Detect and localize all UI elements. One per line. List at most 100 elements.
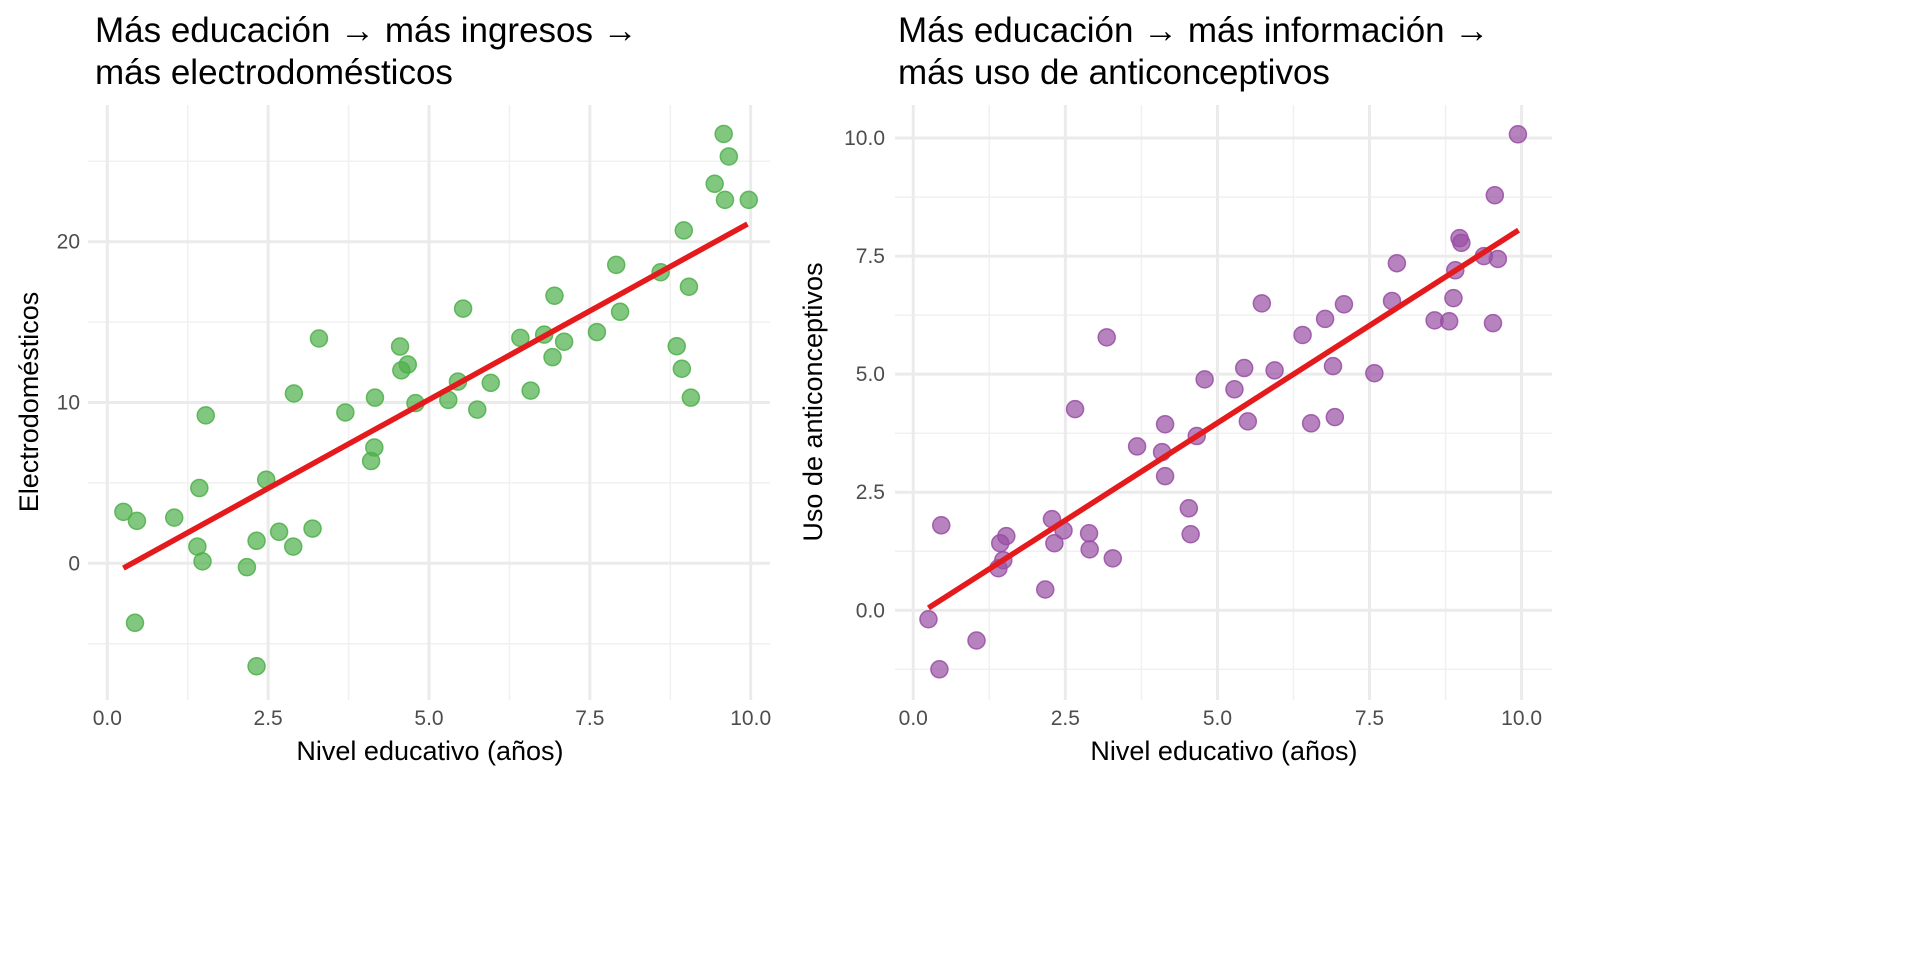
right-title-line2: más uso de anticonceptivos bbox=[898, 53, 1330, 92]
data-point bbox=[390, 337, 410, 356]
data-point bbox=[365, 438, 384, 457]
data-point bbox=[919, 610, 938, 629]
data-point bbox=[1080, 540, 1099, 559]
left-title-line1: Más educación → más ingresos → bbox=[95, 11, 638, 50]
data-point bbox=[468, 400, 487, 419]
data-point bbox=[1179, 499, 1199, 518]
data-point bbox=[521, 381, 540, 400]
x-tick-label: 7.5 bbox=[575, 707, 604, 730]
left-chart-title: Más educación → más ingresos → más elect… bbox=[95, 10, 638, 94]
x-tick-label: 5.0 bbox=[1203, 707, 1232, 730]
left-chart: 0.0 2.5 5.0 7.5 10.0 0 10 20 Nivel educativo (añ… bbox=[14, 105, 771, 766]
data-point bbox=[193, 552, 212, 571]
data-point bbox=[190, 478, 209, 498]
data-point bbox=[930, 660, 949, 679]
data-point bbox=[1265, 361, 1284, 380]
left-title-line2: más electrodomésticos bbox=[95, 53, 453, 92]
data-point bbox=[1045, 533, 1064, 553]
data-point bbox=[705, 174, 724, 194]
y-tick-label: 7.5 bbox=[856, 245, 885, 268]
data-point bbox=[247, 531, 266, 551]
data-point bbox=[554, 332, 574, 351]
data-point bbox=[303, 519, 322, 538]
data-point bbox=[1483, 313, 1503, 333]
data-point bbox=[1097, 328, 1116, 347]
y-tick-label: 0.0 bbox=[856, 599, 885, 622]
data-point bbox=[164, 508, 184, 527]
data-point bbox=[1181, 525, 1200, 544]
y-tick-label: 0 bbox=[68, 552, 80, 575]
data-point bbox=[481, 373, 501, 393]
data-point bbox=[1293, 325, 1312, 345]
data-point bbox=[606, 255, 626, 275]
data-point bbox=[719, 147, 739, 166]
data-point bbox=[739, 190, 759, 210]
data-point bbox=[672, 359, 692, 378]
data-point bbox=[127, 511, 147, 531]
data-point bbox=[1365, 363, 1384, 383]
data-point bbox=[196, 406, 215, 425]
data-point bbox=[1238, 412, 1258, 431]
data-point bbox=[715, 190, 735, 210]
x-tick-label: 0.0 bbox=[899, 707, 928, 730]
data-point bbox=[714, 124, 733, 144]
data-point bbox=[1036, 580, 1055, 599]
x-tick-label: 0.0 bbox=[93, 707, 122, 730]
data-point bbox=[1195, 370, 1214, 389]
data-point bbox=[284, 384, 304, 403]
right-chart: 0.0 2.5 5.0 7.5 10.0 0.0 2.5 5.0 7.5 10.0 Nivel ed… bbox=[798, 105, 1552, 766]
data-point bbox=[309, 329, 329, 348]
data-point bbox=[545, 286, 564, 305]
right-title-line1: Más educación → más información → bbox=[898, 11, 1490, 50]
data-point bbox=[1488, 249, 1508, 269]
x-tick-label: 5.0 bbox=[414, 707, 443, 730]
data-point bbox=[365, 388, 385, 407]
data-point bbox=[967, 631, 986, 650]
data-point bbox=[1387, 253, 1407, 273]
data-point bbox=[1225, 380, 1244, 399]
data-point bbox=[1439, 312, 1459, 331]
x-tick-label: 7.5 bbox=[1355, 707, 1384, 730]
data-point bbox=[1079, 524, 1099, 543]
right-chart-title: Más educación → más información → más us… bbox=[898, 10, 1489, 94]
data-point bbox=[453, 299, 473, 318]
data-point bbox=[1155, 414, 1175, 434]
data-point bbox=[931, 516, 951, 535]
data-point bbox=[336, 403, 355, 422]
data-point bbox=[679, 277, 699, 296]
y-axis-label: Electrodomésticos bbox=[14, 292, 44, 513]
data-point bbox=[237, 557, 257, 577]
data-point bbox=[587, 322, 607, 342]
x-tick-label: 10.0 bbox=[1501, 707, 1542, 730]
x-axis-label: Nivel educativo (años) bbox=[296, 736, 563, 766]
regression-line bbox=[122, 221, 749, 571]
data-point bbox=[1155, 466, 1175, 486]
data-point bbox=[283, 537, 303, 556]
data-point bbox=[125, 613, 145, 633]
data-point bbox=[1452, 233, 1471, 253]
data-point bbox=[1234, 358, 1254, 378]
data-point bbox=[1065, 399, 1085, 419]
data-point bbox=[114, 502, 133, 522]
y-tick-label: 10 bbox=[57, 392, 80, 415]
data-point bbox=[1323, 356, 1343, 376]
data-point bbox=[247, 656, 266, 676]
data-point bbox=[610, 302, 630, 322]
data-point bbox=[1301, 414, 1321, 433]
data-point bbox=[674, 221, 694, 240]
y-tick-label: 20 bbox=[57, 231, 80, 254]
data-point bbox=[1103, 549, 1123, 568]
data-point bbox=[1127, 437, 1147, 456]
data-point bbox=[667, 336, 686, 356]
data-point bbox=[1508, 125, 1528, 144]
data-point bbox=[1252, 294, 1272, 313]
regression-line bbox=[926, 227, 1521, 611]
y-tick-label: 10.0 bbox=[844, 127, 885, 150]
y-tick-label: 5.0 bbox=[856, 363, 885, 386]
data-point bbox=[543, 347, 562, 367]
x-tick-label: 10.0 bbox=[730, 707, 771, 730]
data-point bbox=[398, 355, 418, 374]
data-point bbox=[997, 526, 1016, 546]
x-tick-label: 2.5 bbox=[1051, 707, 1080, 730]
